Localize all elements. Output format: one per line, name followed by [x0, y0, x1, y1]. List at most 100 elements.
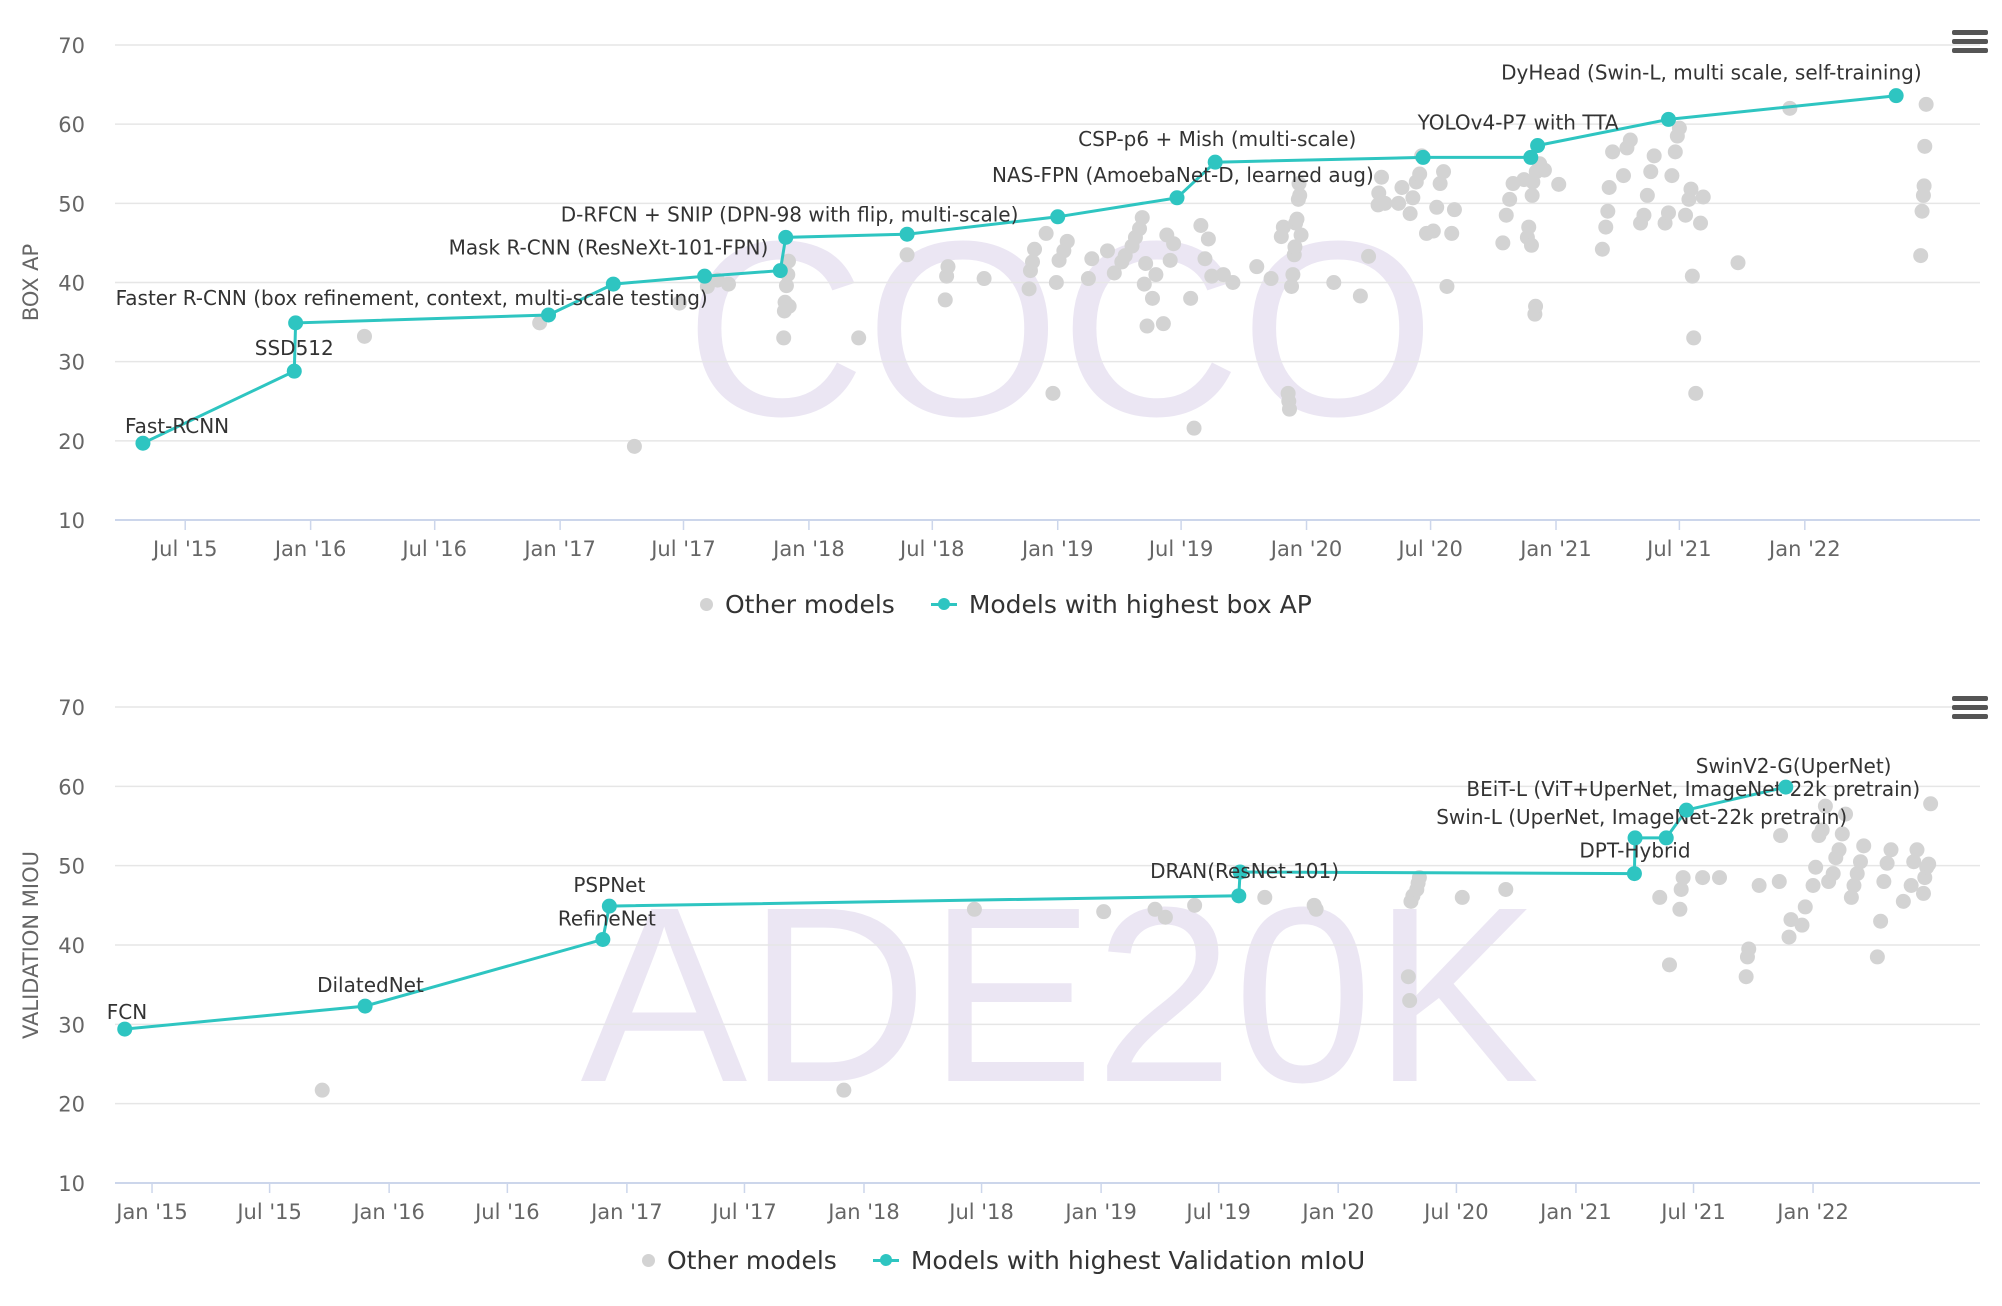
other-model-point[interactable]: [1147, 901, 1163, 917]
other-model-point[interactable]: [1183, 290, 1199, 306]
other-model-point[interactable]: [781, 298, 797, 314]
other-model-point[interactable]: [1773, 828, 1789, 844]
other-model-point[interactable]: [1287, 239, 1303, 255]
other-model-point[interactable]: [1660, 205, 1676, 221]
best-model-point[interactable]: [605, 276, 621, 292]
other-model-point[interactable]: [1025, 254, 1041, 270]
other-model-point[interactable]: [1661, 957, 1677, 973]
best-model-point[interactable]: [286, 363, 302, 379]
other-model-point[interactable]: [1673, 881, 1689, 897]
other-model-point[interactable]: [1187, 897, 1203, 913]
other-model-point[interactable]: [356, 328, 372, 344]
other-model-point[interactable]: [1849, 866, 1865, 882]
other-model-point[interactable]: [1551, 176, 1567, 192]
other-model-point[interactable]: [1834, 826, 1850, 842]
other-model-point[interactable]: [1639, 187, 1655, 203]
other-model-point[interactable]: [1712, 870, 1728, 886]
other-model-point[interactable]: [1308, 901, 1324, 917]
other-model-point[interactable]: [1498, 207, 1514, 223]
best-model-point[interactable]: [1888, 88, 1904, 104]
other-model-point[interactable]: [1797, 899, 1813, 915]
best-model-point[interactable]: [1626, 866, 1642, 882]
other-model-point[interactable]: [1921, 856, 1937, 872]
other-model-point[interactable]: [1781, 929, 1797, 945]
other-model-point[interactable]: [1684, 268, 1700, 284]
other-model-point[interactable]: [1400, 969, 1416, 985]
other-model-point[interactable]: [1636, 207, 1652, 223]
other-model-point[interactable]: [1923, 796, 1939, 812]
other-model-point[interactable]: [1916, 178, 1932, 194]
other-model-point[interactable]: [1783, 912, 1799, 928]
other-model-point[interactable]: [1454, 889, 1470, 905]
other-model-point[interactable]: [1021, 281, 1037, 297]
other-model-point[interactable]: [1856, 838, 1872, 854]
other-model-point[interactable]: [626, 438, 642, 454]
other-model-point[interactable]: [1664, 168, 1680, 184]
other-model-point[interactable]: [1186, 420, 1202, 436]
other-model-point[interactable]: [1622, 132, 1638, 148]
hamburger-menu-icon[interactable]: [1952, 696, 1988, 726]
other-model-point[interactable]: [1741, 941, 1757, 957]
other-model-point[interactable]: [976, 271, 992, 287]
other-model-point[interactable]: [1432, 176, 1448, 192]
other-model-point[interactable]: [1601, 180, 1617, 195]
best-model-point[interactable]: [697, 268, 713, 284]
other-model-point[interactable]: [1825, 866, 1841, 882]
best-model-point[interactable]: [1660, 111, 1676, 127]
other-model-point[interactable]: [1695, 189, 1711, 205]
other-model-point[interactable]: [1903, 878, 1919, 893]
best-model-point[interactable]: [595, 931, 611, 947]
other-model-point[interactable]: [1326, 275, 1342, 290]
other-model-point[interactable]: [1652, 889, 1668, 905]
other-model-point[interactable]: [1909, 842, 1925, 858]
legend-item-highest-box-ap[interactable]: Models with highest box AP: [930, 590, 1312, 619]
best-model-point[interactable]: [1523, 149, 1539, 165]
best-model-point[interactable]: [135, 435, 151, 451]
other-model-point[interactable]: [1730, 255, 1746, 271]
other-model-point[interactable]: [1425, 223, 1441, 239]
legend-item-other-models[interactable]: Other models: [700, 590, 895, 619]
other-model-point[interactable]: [1080, 271, 1096, 287]
other-model-point[interactable]: [1402, 993, 1418, 1009]
best-model-point[interactable]: [1050, 209, 1066, 225]
other-model-point[interactable]: [1523, 237, 1539, 253]
other-model-point[interactable]: [1600, 203, 1616, 219]
other-model-point[interactable]: [1275, 219, 1291, 235]
other-model-point[interactable]: [1794, 917, 1810, 933]
other-model-point[interactable]: [1667, 144, 1683, 160]
other-model-point[interactable]: [1817, 798, 1833, 814]
best-model-point[interactable]: [1207, 154, 1223, 170]
other-model-point[interactable]: [1352, 288, 1368, 304]
other-model-point[interactable]: [937, 292, 953, 308]
other-model-point[interactable]: [1391, 195, 1407, 211]
other-model-point[interactable]: [314, 1082, 330, 1098]
other-model-point[interactable]: [1771, 874, 1787, 890]
other-model-point[interactable]: [966, 901, 982, 917]
other-model-point[interactable]: [1059, 233, 1075, 249]
other-model-point[interactable]: [1498, 881, 1514, 897]
other-model-point[interactable]: [1148, 267, 1164, 283]
other-model-point[interactable]: [1686, 330, 1702, 346]
other-model-point[interactable]: [1814, 822, 1830, 838]
other-model-point[interactable]: [1139, 318, 1155, 334]
other-model-point[interactable]: [1249, 259, 1265, 275]
other-model-point[interactable]: [851, 330, 867, 346]
other-model-point[interactable]: [1524, 187, 1540, 203]
other-model-point[interactable]: [1782, 100, 1798, 116]
best-model-point[interactable]: [1778, 779, 1794, 795]
other-model-point[interactable]: [1838, 806, 1854, 822]
other-model-point[interactable]: [1225, 275, 1241, 290]
other-model-point[interactable]: [1808, 859, 1824, 875]
other-model-point[interactable]: [1084, 251, 1100, 267]
best-model-point[interactable]: [601, 898, 617, 914]
other-model-point[interactable]: [1134, 210, 1150, 226]
other-model-point[interactable]: [1536, 162, 1552, 178]
other-model-point[interactable]: [1285, 267, 1301, 283]
best-model-point[interactable]: [899, 226, 915, 242]
other-model-point[interactable]: [1914, 203, 1930, 219]
best-model-point[interactable]: [1415, 149, 1431, 165]
other-model-point[interactable]: [1693, 215, 1709, 231]
other-model-point[interactable]: [1155, 316, 1171, 332]
other-model-point[interactable]: [1594, 241, 1610, 257]
other-model-point[interactable]: [1495, 235, 1511, 251]
